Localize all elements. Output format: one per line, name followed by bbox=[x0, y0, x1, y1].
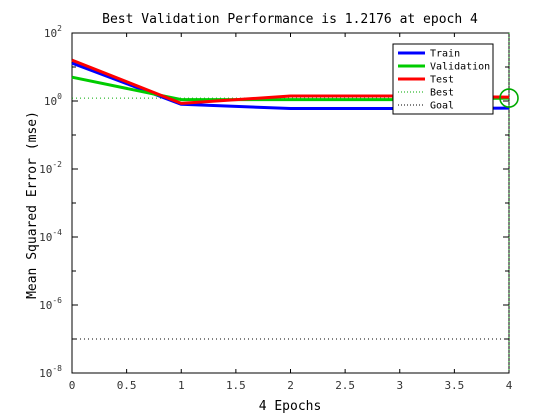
x-tick-label: 1.5 bbox=[226, 379, 246, 392]
x-tick-label: 1 bbox=[178, 379, 185, 392]
x-tick-label: 4 bbox=[506, 379, 513, 392]
legend-label-test: Test bbox=[430, 75, 454, 86]
legend-box bbox=[392, 43, 494, 115]
x-axis-label: 4 Epochs bbox=[259, 399, 322, 414]
x-tick-label: 3 bbox=[396, 379, 403, 392]
legend: Train Validation Test Best Goal bbox=[392, 43, 494, 115]
y-tick-label: 10-4 bbox=[39, 228, 62, 244]
y-tick-label: 10-2 bbox=[39, 160, 62, 176]
chart-title: Best Validation Performance is 1.2176 at… bbox=[102, 12, 478, 27]
x-tick-label: 3.5 bbox=[444, 379, 464, 392]
x-tick-label: 2 bbox=[287, 379, 294, 392]
legend-label-train: Train bbox=[430, 49, 460, 60]
axis-ticks: 0 0.5 1 1.5 2 2.5 3 3.5 4 102 100 10-2 10-4 10-6 10-8 bbox=[39, 24, 513, 392]
y-tick-label: 100 bbox=[44, 92, 62, 108]
y-tick-label: 10-6 bbox=[39, 296, 62, 312]
y-tick-label: 102 bbox=[44, 24, 62, 40]
y-axis-label: Mean Squared Error (mse) bbox=[25, 111, 40, 299]
legend-label-best: Best bbox=[430, 88, 454, 99]
legend-label-goal: Goal bbox=[430, 101, 454, 112]
x-tick-label: 0 bbox=[69, 379, 76, 392]
x-tick-label: 2.5 bbox=[335, 379, 355, 392]
x-tick-label: 0.5 bbox=[117, 379, 137, 392]
legend-label-validation: Validation bbox=[430, 62, 490, 73]
y-tick-label: 10-8 bbox=[39, 364, 62, 380]
best-marker bbox=[499, 88, 519, 108]
